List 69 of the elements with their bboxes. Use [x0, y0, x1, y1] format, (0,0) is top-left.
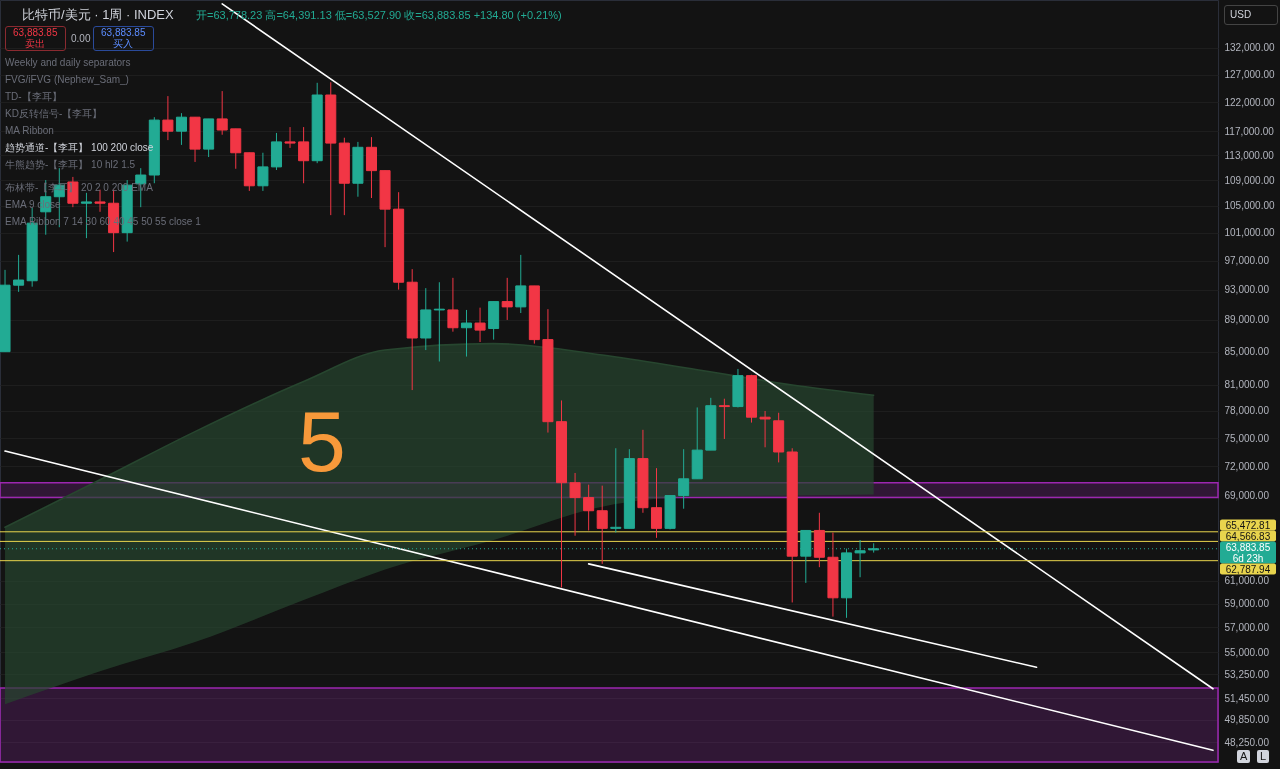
candlestick: [501, 277, 513, 321]
y-tick-label: 69,000.00: [1224, 490, 1270, 502]
y-tick-label: 48,250.00: [1224, 736, 1270, 748]
candlestick: [474, 307, 486, 343]
annotation: Weekly and daily separators: [5, 57, 131, 69]
y-tick-label: 127,000.00: [1224, 69, 1275, 81]
candlestick: [257, 152, 269, 192]
candlestick: [447, 277, 459, 333]
candlestick: [13, 254, 25, 293]
candlestick: [650, 467, 663, 539]
candlestick: [596, 485, 608, 565]
annotation: 5: [298, 393, 346, 489]
y-tick-label: 93,000.00: [1224, 284, 1270, 296]
annotation: 63,883.85: [101, 27, 146, 39]
annotation: 买入: [113, 38, 133, 50]
y-tick-label: 57,000.00: [1224, 621, 1270, 633]
candlestick: [216, 90, 228, 136]
y-tick-label: 97,000.00: [1224, 255, 1270, 267]
candlestick: [433, 281, 445, 362]
y-tick-label: 122,000.00: [1224, 96, 1275, 108]
candlestick: [284, 126, 296, 149]
annotation: 卖出: [25, 38, 45, 50]
annotation: 0.00: [71, 33, 91, 45]
y-tick-label: 109,000.00: [1224, 174, 1275, 186]
y-tick-label: 105,000.00: [1224, 200, 1275, 212]
candlestick: [460, 309, 473, 358]
y-tick-label: 75,000.00: [1224, 432, 1270, 444]
candlestick: [365, 136, 377, 199]
candlestick: [515, 254, 527, 314]
y-tick-label: 51,450.00: [1224, 692, 1270, 704]
y-tick-label: 101,000.00: [1224, 227, 1275, 239]
y-tick-label: 78,000.00: [1224, 405, 1270, 417]
annotation: KD反转信号-【李耳】: [5, 108, 103, 120]
candlestick: [678, 448, 690, 510]
y-tick-label: 61,000.00: [1224, 575, 1270, 587]
y-tick-label: 72,000.00: [1224, 460, 1270, 472]
candlestick: [175, 112, 187, 146]
candlestick: [583, 484, 595, 531]
y-tick-label: 89,000.00: [1224, 314, 1270, 326]
y-tick-label: 53,250.00: [1224, 668, 1270, 680]
candlestick: [759, 410, 771, 448]
y-tick-label: 85,000.00: [1224, 346, 1270, 358]
text: 比特币/美元 · 1周 · INDEX: [22, 7, 174, 23]
annotation: MA Ribbon: [5, 125, 54, 137]
ref-line-label: 62,787.94: [1225, 563, 1271, 575]
candlestick: [230, 128, 242, 170]
y-tick-label: 59,000.00: [1224, 598, 1270, 610]
annotation: FVG/iFVG (Nephew_Sam_): [5, 74, 129, 86]
text: L: [1257, 750, 1270, 764]
candlestick: [569, 472, 581, 537]
y-tick-label: 117,000.00: [1224, 125, 1275, 137]
text: USD: [1230, 9, 1252, 21]
y-tick-label: 49,850.00: [1224, 714, 1270, 726]
y-tick-label: 55,000.00: [1224, 646, 1270, 658]
annotation: 63,883.85: [13, 27, 58, 39]
text: A: [1237, 750, 1251, 764]
ref-line-label: 63,883.85 6d 23h: [1225, 541, 1271, 564]
y-tick-label: 132,000.00: [1224, 42, 1275, 54]
candlestick: [718, 398, 730, 440]
candlestick: [610, 447, 622, 534]
ref-line-label: 64,566.83: [1225, 530, 1271, 542]
candlestick: [162, 95, 174, 141]
y-tick-label: 81,000.00: [1224, 379, 1270, 391]
annotation: 牛熊趋势-【李耳】 10 hl2 1.5: [5, 159, 136, 171]
candlestick: [298, 126, 310, 184]
annotation: TD-【李耳】: [5, 91, 62, 103]
candlestick: [94, 189, 106, 213]
y-tick-label: 113,000.00: [1224, 149, 1275, 161]
ref-line-label: 65,472.81: [1225, 519, 1271, 531]
